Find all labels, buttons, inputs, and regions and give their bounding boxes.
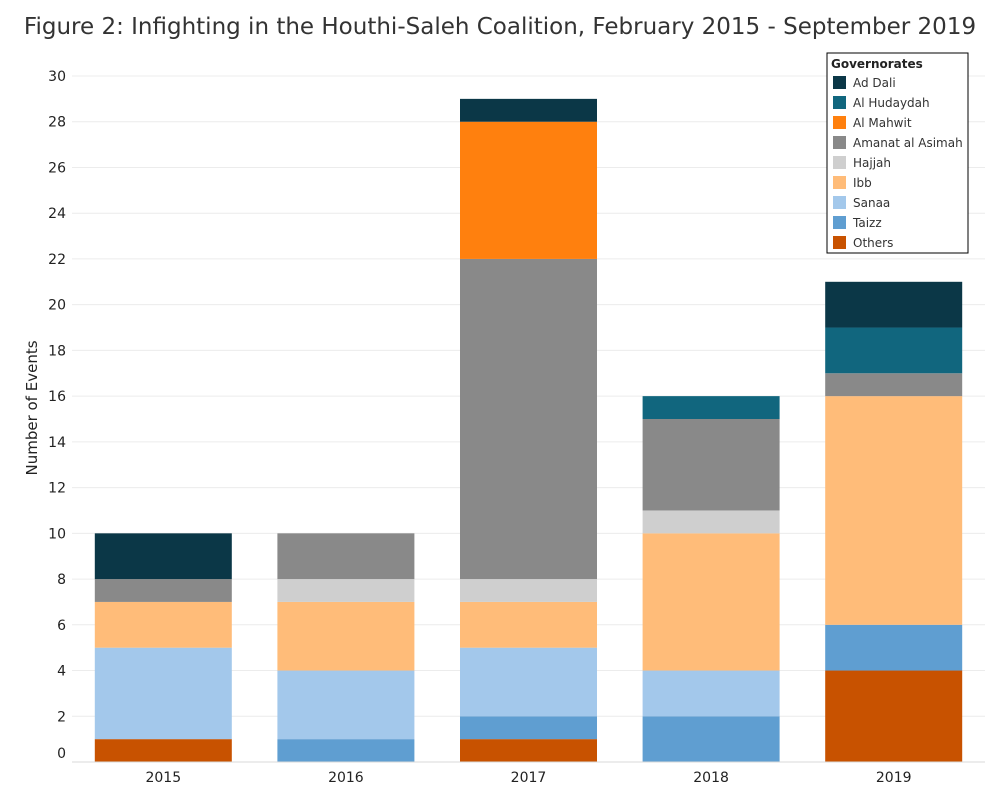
y-tick-label: 28 [48, 115, 66, 131]
legend: Governorates Ad Dali Al Hudaydah Al Mahwit… [826, 52, 969, 254]
legend-title: Governorates [831, 57, 923, 71]
x-tick-label: 2017 [511, 770, 547, 786]
y-tick-label: 24 [48, 206, 66, 222]
legend-label: Taizz [852, 216, 882, 230]
bar-segment-2018-al-hudaydah [642, 396, 780, 419]
bars [94, 98, 963, 762]
bar-segment-2015-amanat-al-asimah [94, 579, 232, 602]
bar-segment-2019-ad-dali [825, 281, 963, 328]
bar-segment-2019-others [825, 670, 963, 762]
bar-segment-2017-others [460, 739, 597, 762]
bar-segment-2018-ibb [642, 533, 780, 671]
legend-label: Al Hudaydah [853, 96, 930, 110]
legend-label: Ad Dali [853, 76, 896, 90]
bar-segment-2017-taizz [460, 716, 597, 740]
y-tick-label: 0 [57, 746, 66, 762]
y-tick-label: 6 [57, 618, 66, 634]
bar-segment-2017-al-mahwit [460, 121, 597, 259]
legend-swatch-amanat-al-asimah [833, 136, 846, 149]
chart-title: Figure 2: Infighting in the Houthi-Saleh… [23, 14, 977, 40]
y-tick-label: 20 [48, 298, 66, 314]
bar-segment-2015-others [94, 739, 232, 762]
axes: Number of Events 02468101214161820222426… [23, 69, 985, 786]
y-tick-label: 12 [48, 481, 66, 497]
legend-box [826, 52, 969, 254]
x-tick-label: 2018 [693, 770, 729, 786]
y-tick-label: 18 [48, 343, 66, 359]
legend-swatch-al-mahwit [833, 116, 846, 129]
y-tick-label: 14 [48, 435, 66, 451]
y-tick-label: 2 [57, 709, 66, 725]
legend-label: Al Mahwit [853, 116, 912, 130]
x-tick-label: 2016 [328, 770, 364, 786]
y-tick-label: 8 [57, 572, 66, 588]
bar-segment-2015-ad-dali [94, 533, 232, 580]
x-tick-label: 2019 [876, 770, 912, 786]
bar-segment-2016-taizz [277, 739, 415, 762]
bar-segment-2017-sanaa [460, 647, 597, 717]
bar-segment-2017-ad-dali [460, 98, 597, 122]
legend-swatch-al-hudaydah [833, 96, 846, 109]
bar-segment-2016-hajjah [277, 579, 415, 602]
y-tick-label: 30 [48, 69, 66, 85]
bar-segment-2018-taizz [642, 716, 780, 762]
bar-segment-2017-ibb [460, 601, 597, 648]
legend-label: Sanaa [853, 196, 890, 210]
bar-segment-2016-ibb [277, 601, 415, 671]
bar-segment-2016-sanaa [277, 670, 415, 740]
legend-label: Others [853, 236, 893, 250]
y-tick-label: 10 [48, 526, 66, 542]
y-tick-label: 22 [48, 252, 66, 268]
bar-segment-2015-sanaa [94, 647, 232, 740]
bar-segment-2017-hajjah [460, 579, 597, 602]
y-tick-label: 16 [48, 389, 66, 405]
y-tick-label: 26 [48, 160, 66, 176]
bar-segment-2015-ibb [94, 601, 232, 648]
legend-label: Ibb [853, 176, 872, 190]
y-tick-label: 4 [57, 664, 66, 680]
legend-swatch-taizz [833, 216, 846, 229]
bar-segment-2018-hajjah [642, 510, 780, 534]
x-tick-label: 2015 [145, 770, 181, 786]
bar-segment-2018-sanaa [642, 670, 780, 717]
bar-segment-2017-amanat-al-asimah [460, 258, 597, 580]
y-axis-label: Number of Events [23, 340, 41, 475]
bar-segment-2018-amanat-al-asimah [642, 419, 780, 511]
legend-swatch-ibb [833, 176, 846, 189]
legend-swatch-sanaa [833, 196, 846, 209]
legend-label: Hajjah [853, 156, 891, 170]
legend-swatch-hajjah [833, 156, 846, 169]
legend-swatch-ad-dali [833, 76, 846, 89]
legend-swatch-others [833, 236, 846, 249]
bar-segment-2019-al-hudaydah [825, 327, 963, 374]
bar-segment-2016-amanat-al-asimah [277, 533, 415, 580]
bar-segment-2019-amanat-al-asimah [825, 373, 963, 397]
bar-segment-2019-taizz [825, 624, 963, 671]
legend-label: Amanat al Asimah [853, 136, 963, 150]
bar-segment-2019-ibb [825, 396, 963, 625]
